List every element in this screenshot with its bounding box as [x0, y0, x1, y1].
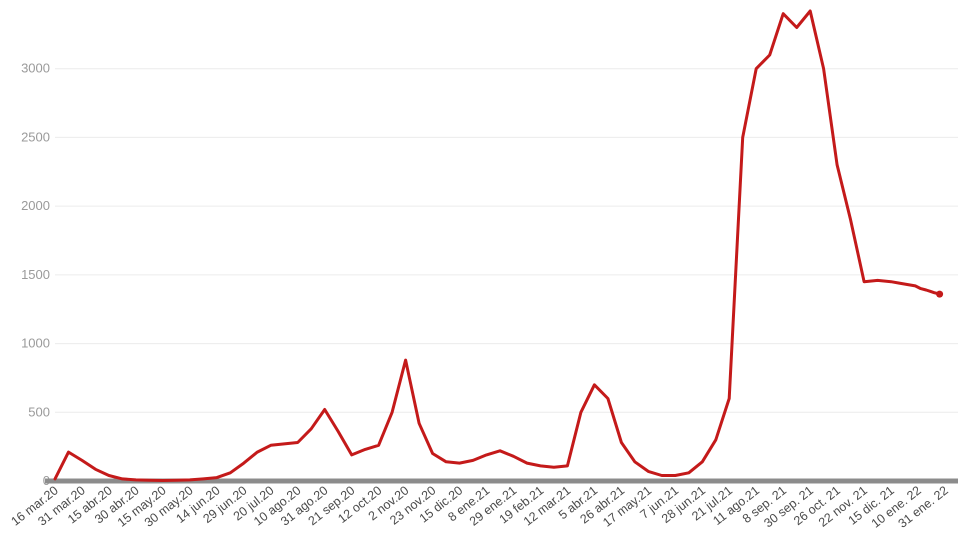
y-tick-label: 2000: [21, 198, 50, 213]
y-tick-label: 1500: [21, 267, 50, 282]
series-line: [53, 9, 942, 482]
series-end-point: [936, 290, 944, 298]
y-tick-label: 2500: [21, 129, 50, 144]
y-axis-tick-labels: 050010001500200025003000: [21, 61, 50, 488]
y-tick-label: 500: [28, 404, 50, 419]
y-tick-label: 1000: [21, 336, 50, 351]
gridlines: [55, 68, 958, 413]
series-layer: [53, 9, 944, 482]
y-tick-label: 3000: [21, 61, 50, 76]
